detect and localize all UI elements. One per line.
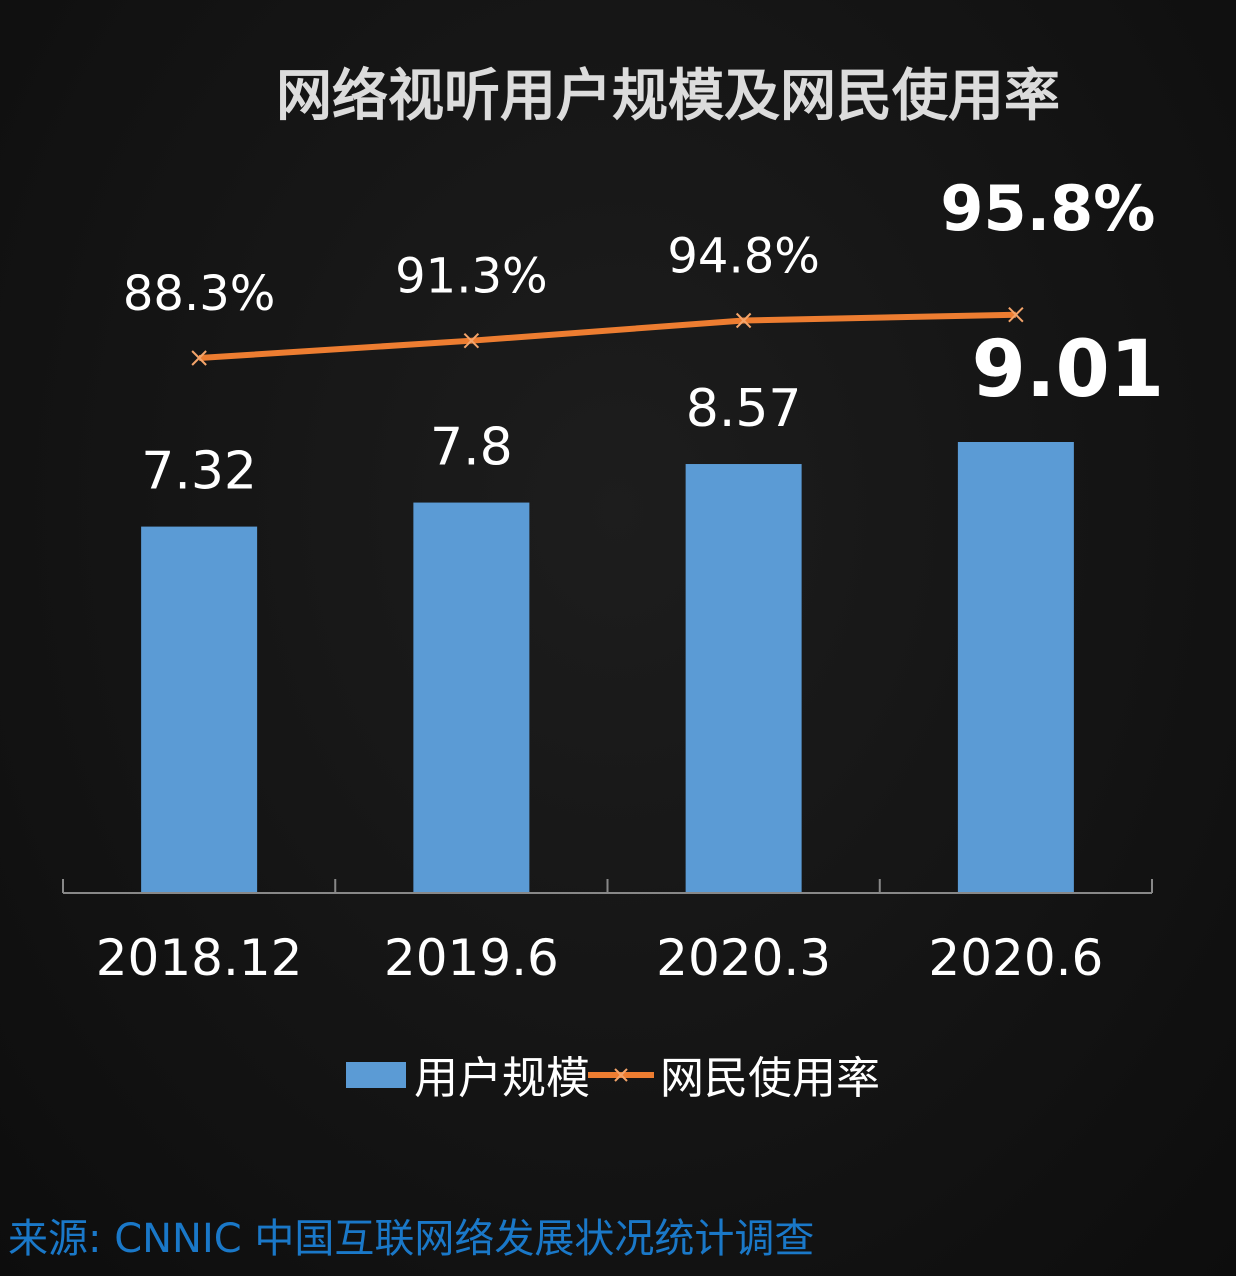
legend-swatch-bar [346,1062,406,1088]
bar-value-label: 7.32 [141,442,257,502]
legend-label-bar: 用户规模 [414,1053,590,1104]
legend-item-line: 网民使用率 [588,1053,880,1104]
bar-2020.3 [685,464,802,893]
x-tick-label: 2020.6 [928,929,1103,987]
line-value-label: 94.8% [667,228,819,284]
x-tick-label: 2018.12 [96,929,303,987]
line-value-label: 91.3% [395,249,547,305]
chart-title: 网络视听用户规模及网民使用率 [276,64,1060,129]
bar-value-label: 7.8 [430,418,513,478]
x-tick-label: 2019.6 [384,929,559,987]
bar-value-label: 9.01 [972,325,1164,415]
legend-item-bar: 用户规模 [346,1053,590,1104]
line-point [735,312,752,329]
line-point [463,332,480,349]
line-point [1008,307,1024,323]
line-value-label: 95.8% [940,172,1155,245]
bar-value-label: 8.57 [686,379,802,439]
x-tick-label: 2020.3 [656,929,831,987]
bar-2018.12 [141,526,258,893]
bar-2019.6 [413,502,530,893]
line-point [191,350,207,366]
bar-2020.6 [957,442,1074,893]
line-rate-series [198,311,1016,361]
legend-label-line: 网民使用率 [660,1053,880,1104]
line-value-label: 88.3% [123,266,275,322]
source-note: 来源: CNNIC 中国互联网络发展状况统计调查 [8,1216,814,1262]
